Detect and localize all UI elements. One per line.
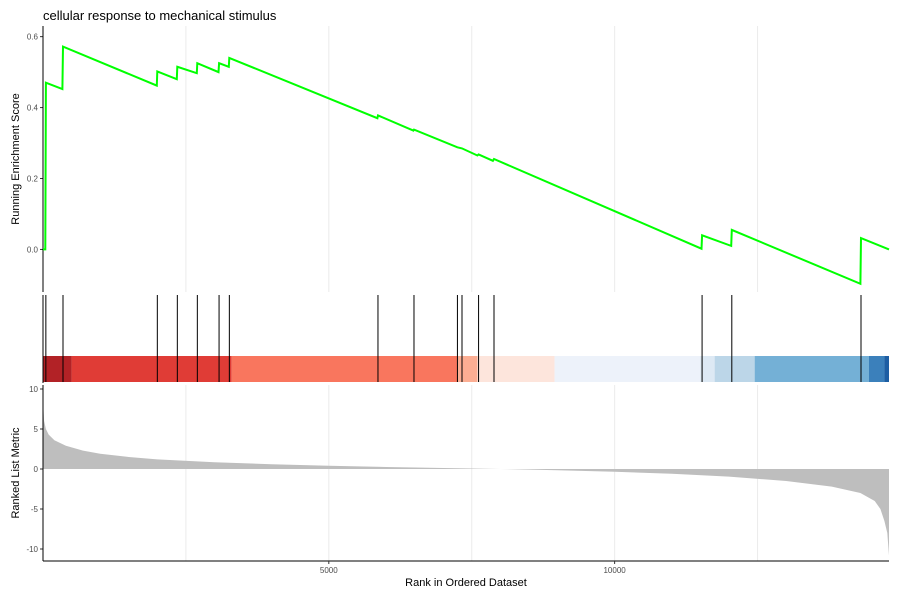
y-tick-label-top: 0.2 <box>27 175 39 184</box>
color-bar-segment <box>457 356 478 382</box>
color-bar-segment <box>884 356 889 382</box>
y-tick-label-bottom: 10 <box>29 385 38 394</box>
color-bar-segment <box>231 356 458 382</box>
color-bar-segment <box>868 356 885 382</box>
ranked-metric-area <box>43 401 889 556</box>
y-tick-label-top: 0.0 <box>27 245 39 254</box>
x-tick-label: 5000 <box>320 566 338 575</box>
color-bar-segment <box>700 356 715 382</box>
y-tick-label-bottom: -10 <box>26 545 38 554</box>
color-bar-segment <box>714 356 755 382</box>
y-tick-label-bottom: -5 <box>31 505 39 514</box>
y-tick-label-top: 0.6 <box>27 33 39 42</box>
y-tick-label-top: 0.4 <box>27 104 39 113</box>
x-tick-label: 10000 <box>603 566 626 575</box>
y-tick-label-bottom: 0 <box>34 465 39 474</box>
color-bar-segment <box>554 356 701 382</box>
color-bar-segment <box>754 356 869 382</box>
color-bar-segment <box>71 356 232 382</box>
y-axis-title-bottom: Ranked List Metric <box>10 427 22 519</box>
color-bar-segment <box>477 356 555 382</box>
color-bar-segment <box>43 356 72 382</box>
y-tick-label-bottom: 5 <box>34 425 39 434</box>
x-axis-title: Rank in Ordered Dataset <box>405 577 527 589</box>
chart-title: cellular response to mechanical stimulus <box>43 8 277 23</box>
y-axis-title-top: Running Enrichment Score <box>10 93 22 224</box>
enrichment-score-line <box>43 45 890 286</box>
